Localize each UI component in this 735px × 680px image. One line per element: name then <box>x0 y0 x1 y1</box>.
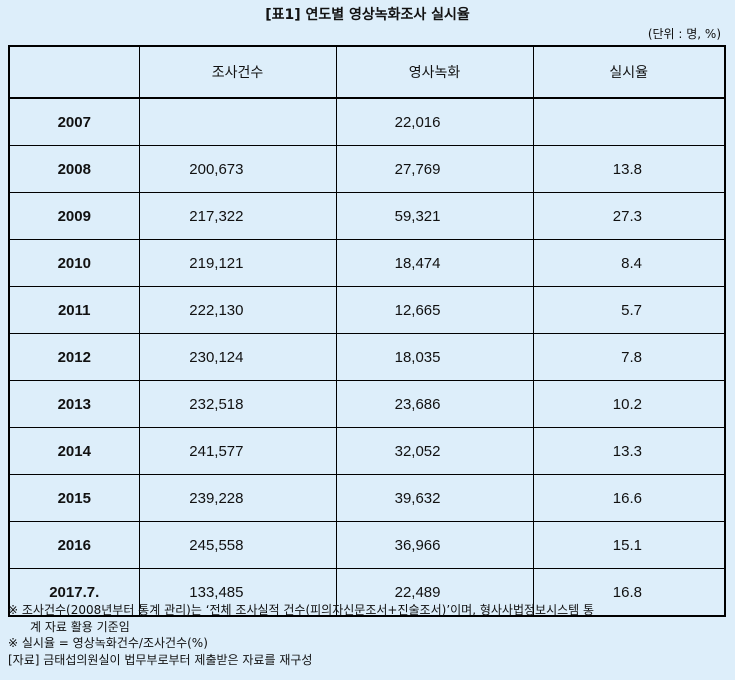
table-row: 2012 230,124 18,035 7.8 <box>8 333 726 381</box>
recorded-cell: 22,016 <box>335 97 534 146</box>
cases-cell: 219,121 <box>138 239 337 287</box>
header-cell-cases: 조사건수 <box>138 45 337 99</box>
cases-cell: 200,673 <box>138 145 337 193</box>
year-cell: 2010 <box>8 239 140 287</box>
data-table: 조사건수 영사녹화 실시율 2007 22,016 2008 200,673 27,76… <box>8 45 726 617</box>
recorded-cell: 12,665 <box>335 286 534 334</box>
rate-cell <box>532 97 726 146</box>
year-cell: 2016 <box>8 521 140 569</box>
cases-cell: 245,558 <box>138 521 337 569</box>
unit-label: (단위 : 명, %) <box>647 27 721 41</box>
rate-cell: 5.7 <box>532 286 726 334</box>
rate-cell: 27.3 <box>532 192 726 240</box>
notes-section: ※ 조사건수(2008년부터 통계 관리)는 ‘전체 조사실적 건수(피의자신문… <box>8 602 728 668</box>
table-title: [표1] 연도별 영상녹화조사 실시율 <box>265 7 470 23</box>
rate-cell: 13.8 <box>532 145 726 193</box>
header-row: 조사건수 영사녹화 실시율 <box>8 45 726 99</box>
header-cell-recorded: 영사녹화 <box>335 45 534 99</box>
year-cell: 2017.7. <box>8 568 140 617</box>
table-row: 2014 241,577 32,052 13.3 <box>8 427 726 475</box>
header-cell-rate: 실시율 <box>532 45 726 99</box>
table-row: 2017.7. 133,485 22,489 16.8 <box>8 568 726 617</box>
header-cell-year <box>8 45 140 99</box>
recorded-cell: 27,769 <box>335 145 534 193</box>
cases-cell <box>138 97 337 146</box>
recorded-cell: 36,966 <box>335 521 534 569</box>
year-cell: 2009 <box>8 192 140 240</box>
cases-cell: 133,485 <box>138 568 337 617</box>
table-row: 2011 222,130 12,665 5.7 <box>8 286 726 334</box>
recorded-cell: 18,035 <box>335 333 534 381</box>
year-cell: 2013 <box>8 380 140 428</box>
rate-cell: 8.4 <box>532 239 726 287</box>
recorded-cell: 23,686 <box>335 380 534 428</box>
cases-cell: 222,130 <box>138 286 337 334</box>
year-cell: 2012 <box>8 333 140 381</box>
recorded-cell: 32,052 <box>335 427 534 475</box>
table-row: 2010 219,121 18,474 8.4 <box>8 239 726 287</box>
recorded-cell: 39,632 <box>335 474 534 522</box>
rate-cell: 16.6 <box>532 474 726 522</box>
cases-cell: 232,518 <box>138 380 337 428</box>
recorded-cell: 18,474 <box>335 239 534 287</box>
cases-cell: 239,228 <box>138 474 337 522</box>
table-row: 2015 239,228 39,632 16.6 <box>8 474 726 522</box>
year-cell: 2014 <box>8 427 140 475</box>
source-note: [자료] 금태섭의원실이 법무부로부터 제출받은 자료를 재구성 <box>8 652 313 667</box>
note-rate-formula: ※ 실시율 = 영상녹화건수/조사건수(%) <box>8 636 208 650</box>
year-cell: 2008 <box>8 145 140 193</box>
rate-cell: 7.8 <box>532 333 726 381</box>
recorded-cell: 59,321 <box>335 192 534 240</box>
table-body: 2007 22,016 2008 200,673 27,769 13.8 2009 217,3… <box>8 97 726 617</box>
table-row: 2009 217,322 59,321 27.3 <box>8 192 726 240</box>
table-row: 2013 232,518 23,686 10.2 <box>8 380 726 428</box>
note-cases-continued: 계 자료 활용 기준임 <box>30 619 130 634</box>
cases-cell: 217,322 <box>138 192 337 240</box>
rate-cell: 13.3 <box>532 427 726 475</box>
rate-cell: 16.8 <box>532 568 726 617</box>
rate-cell: 10.2 <box>532 380 726 428</box>
year-cell: 2011 <box>8 286 140 334</box>
table-row: 2007 22,016 <box>8 97 726 146</box>
year-cell: 2007 <box>8 97 140 146</box>
year-cell: 2015 <box>8 474 140 522</box>
rate-cell: 15.1 <box>532 521 726 569</box>
note-cases: ※ 조사건수(2008년부터 통계 관리)는 ‘전체 조사실적 건수(피의자신문… <box>8 603 595 617</box>
table-row: 2008 200,673 27,769 13.8 <box>8 145 726 193</box>
cases-cell: 241,577 <box>138 427 337 475</box>
cases-cell: 230,124 <box>138 333 337 381</box>
table-row: 2016 245,558 36,966 15.1 <box>8 521 726 569</box>
